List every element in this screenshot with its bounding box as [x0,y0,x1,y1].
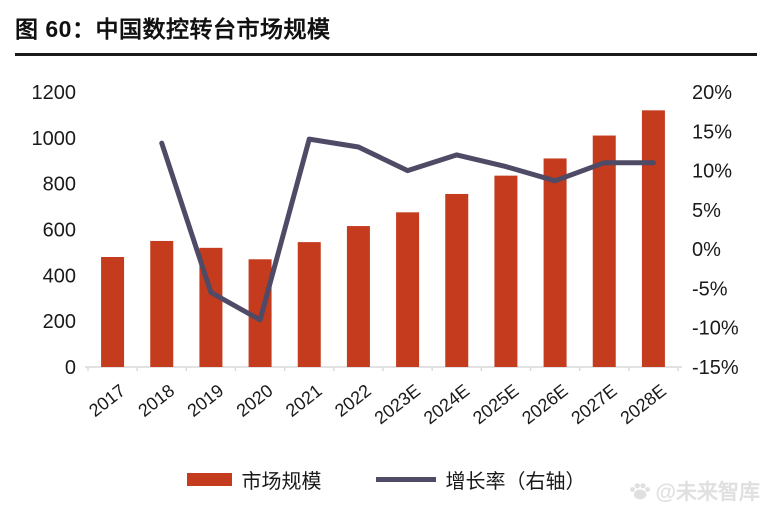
watermark-text: @未来智库 [655,481,760,504]
x-label-2028E: 2028E [617,380,670,428]
y-right-tick-label: -5% [692,278,728,300]
y-left-tick-label: 200 [43,311,76,333]
y-right-tick-label: -15% [692,357,739,379]
y-right-tick-label: 10% [692,161,732,183]
y-left-tick-label: 400 [43,265,76,287]
y-left-tick-label: 1000 [32,128,77,150]
legend-item-growth-rate: 增长率（右轴） [375,465,586,494]
y-left-tick-label: 1200 [32,82,77,104]
bar-2027E [592,135,616,367]
y-left-tick-label: 800 [43,174,76,196]
bar-2021 [297,242,321,367]
x-label-2017: 2017 [85,380,129,420]
x-label-2021: 2021 [282,380,326,420]
title-underline [15,53,757,56]
bar-2022 [346,226,370,367]
x-label-2025E: 2025E [469,380,522,428]
x-label-2020: 2020 [233,380,277,420]
y-right-tick-label: 0% [692,239,721,261]
bar-series-swatch [186,473,232,486]
y-right-tick-label: 20% [692,82,732,104]
legend-label-market-size: 市场规模 [241,471,322,493]
x-label-2024E: 2024E [420,380,473,428]
y-left-tick-label: 600 [43,220,76,242]
x-label-2019: 2019 [184,380,228,420]
bar-2026E [543,158,567,367]
x-label-2022: 2022 [331,380,375,420]
x-label-2018: 2018 [134,380,178,420]
bar-2018 [150,240,174,367]
y-right-tick-label: -10% [692,318,739,340]
line-series-swatch [375,477,436,482]
x-label-2027E: 2027E [567,380,620,428]
bar-2025E [494,175,518,367]
x-label-2023E: 2023E [371,380,424,428]
bar-2023E [396,212,420,367]
y-right-tick-label: 5% [692,200,721,222]
y-right-tick-label: 15% [692,121,732,143]
legend-item-market-size: 市场规模 [186,465,322,494]
x-label-2026E: 2026E [518,380,571,428]
watermark: @未来智库 [628,476,760,506]
legend-label-growth-rate: 增长率（右轴） [445,471,586,493]
bar-2028E [641,110,665,368]
paw-icon [629,483,650,500]
bar-2017 [101,257,125,367]
combo-chart: 0 200 400 600 800 1000 1200 -15% -10% -5% 0% 5% 10% 1… [32,82,739,428]
growth-rate-line [159,136,656,323]
figure-title: 图 60：中国数控转台市场规模 [15,16,331,42]
bar-2024E [445,193,469,367]
y-left-tick-label: 0 [65,357,76,379]
chart-legend: 市场规模 增长率（右轴） [0,465,772,494]
